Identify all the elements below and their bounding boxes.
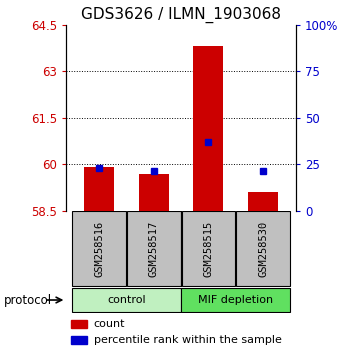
FancyBboxPatch shape [181, 288, 290, 312]
FancyBboxPatch shape [127, 211, 181, 286]
Bar [71, 336, 87, 344]
Bar [71, 320, 87, 328]
Text: MIF depletion: MIF depletion [198, 295, 273, 305]
Text: control: control [107, 295, 146, 305]
Bar [248, 192, 278, 211]
Title: GDS3626 / ILMN_1903068: GDS3626 / ILMN_1903068 [81, 7, 281, 23]
Bar [84, 167, 114, 211]
FancyBboxPatch shape [72, 288, 181, 312]
Text: percentile rank within the sample: percentile rank within the sample [94, 335, 282, 345]
Text: GSM258516: GSM258516 [94, 221, 104, 277]
Text: count: count [94, 319, 125, 329]
FancyBboxPatch shape [236, 211, 290, 286]
Text: GSM258515: GSM258515 [203, 221, 214, 277]
Bar [193, 46, 223, 211]
Bar [139, 174, 169, 211]
FancyBboxPatch shape [182, 211, 235, 286]
Text: GSM258517: GSM258517 [149, 221, 159, 277]
Text: GSM258530: GSM258530 [258, 221, 268, 277]
Text: protocol: protocol [3, 293, 52, 307]
FancyBboxPatch shape [72, 211, 126, 286]
